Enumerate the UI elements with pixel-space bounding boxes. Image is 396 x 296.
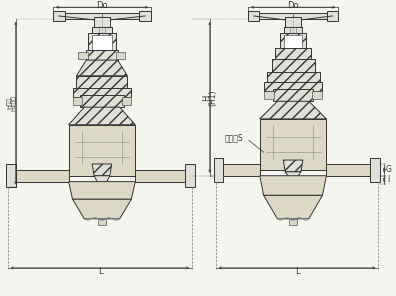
Polygon shape [264, 195, 322, 219]
Polygon shape [92, 164, 112, 176]
Polygon shape [76, 60, 128, 76]
Bar [327, 11, 338, 21]
Bar [80, 95, 124, 107]
Bar [312, 91, 322, 99]
Polygon shape [326, 164, 378, 176]
Bar [86, 50, 118, 60]
Polygon shape [260, 101, 326, 119]
Text: H1全开: H1全开 [11, 95, 17, 111]
Bar [280, 33, 306, 50]
Bar [284, 27, 302, 35]
Polygon shape [260, 176, 326, 195]
Bar [274, 89, 313, 101]
Bar [59, 13, 145, 19]
Bar [69, 125, 135, 176]
Bar [116, 52, 126, 59]
Bar [94, 17, 110, 29]
Polygon shape [69, 107, 135, 125]
Bar [72, 88, 131, 97]
Bar [122, 97, 131, 105]
Bar [88, 33, 116, 52]
Bar [6, 164, 16, 187]
Bar [285, 17, 301, 29]
Bar [72, 97, 82, 105]
Polygon shape [72, 199, 131, 219]
Bar [98, 219, 106, 225]
Bar [264, 82, 322, 91]
Text: Do: Do [96, 1, 108, 10]
Bar [92, 35, 112, 50]
Bar [92, 27, 112, 35]
Polygon shape [283, 160, 303, 172]
Bar [272, 59, 315, 73]
Bar [284, 35, 302, 48]
Bar [276, 48, 311, 60]
Text: 扬手处S: 扬手处S [225, 133, 243, 142]
Polygon shape [9, 170, 69, 182]
Bar [53, 11, 65, 21]
Bar [254, 13, 332, 19]
Bar [214, 158, 223, 182]
Text: (H1): (H1) [208, 89, 217, 106]
Bar [371, 158, 380, 182]
Polygon shape [135, 170, 192, 182]
Bar [248, 11, 259, 21]
Polygon shape [69, 182, 135, 199]
Text: Do: Do [287, 1, 299, 10]
Bar [139, 11, 151, 21]
Text: G: G [385, 165, 391, 174]
Text: L: L [295, 267, 299, 276]
Bar [260, 119, 326, 170]
Bar [185, 164, 195, 187]
Text: H: H [202, 94, 211, 101]
Bar [78, 52, 88, 59]
Polygon shape [285, 172, 301, 184]
Bar [76, 76, 128, 89]
Bar [264, 91, 274, 99]
Text: L: L [98, 267, 102, 276]
Bar [289, 219, 297, 225]
Polygon shape [218, 164, 260, 176]
Polygon shape [94, 176, 110, 184]
Text: I: I [387, 175, 389, 184]
Text: H大闭: H大闭 [7, 97, 13, 109]
Bar [267, 72, 320, 83]
